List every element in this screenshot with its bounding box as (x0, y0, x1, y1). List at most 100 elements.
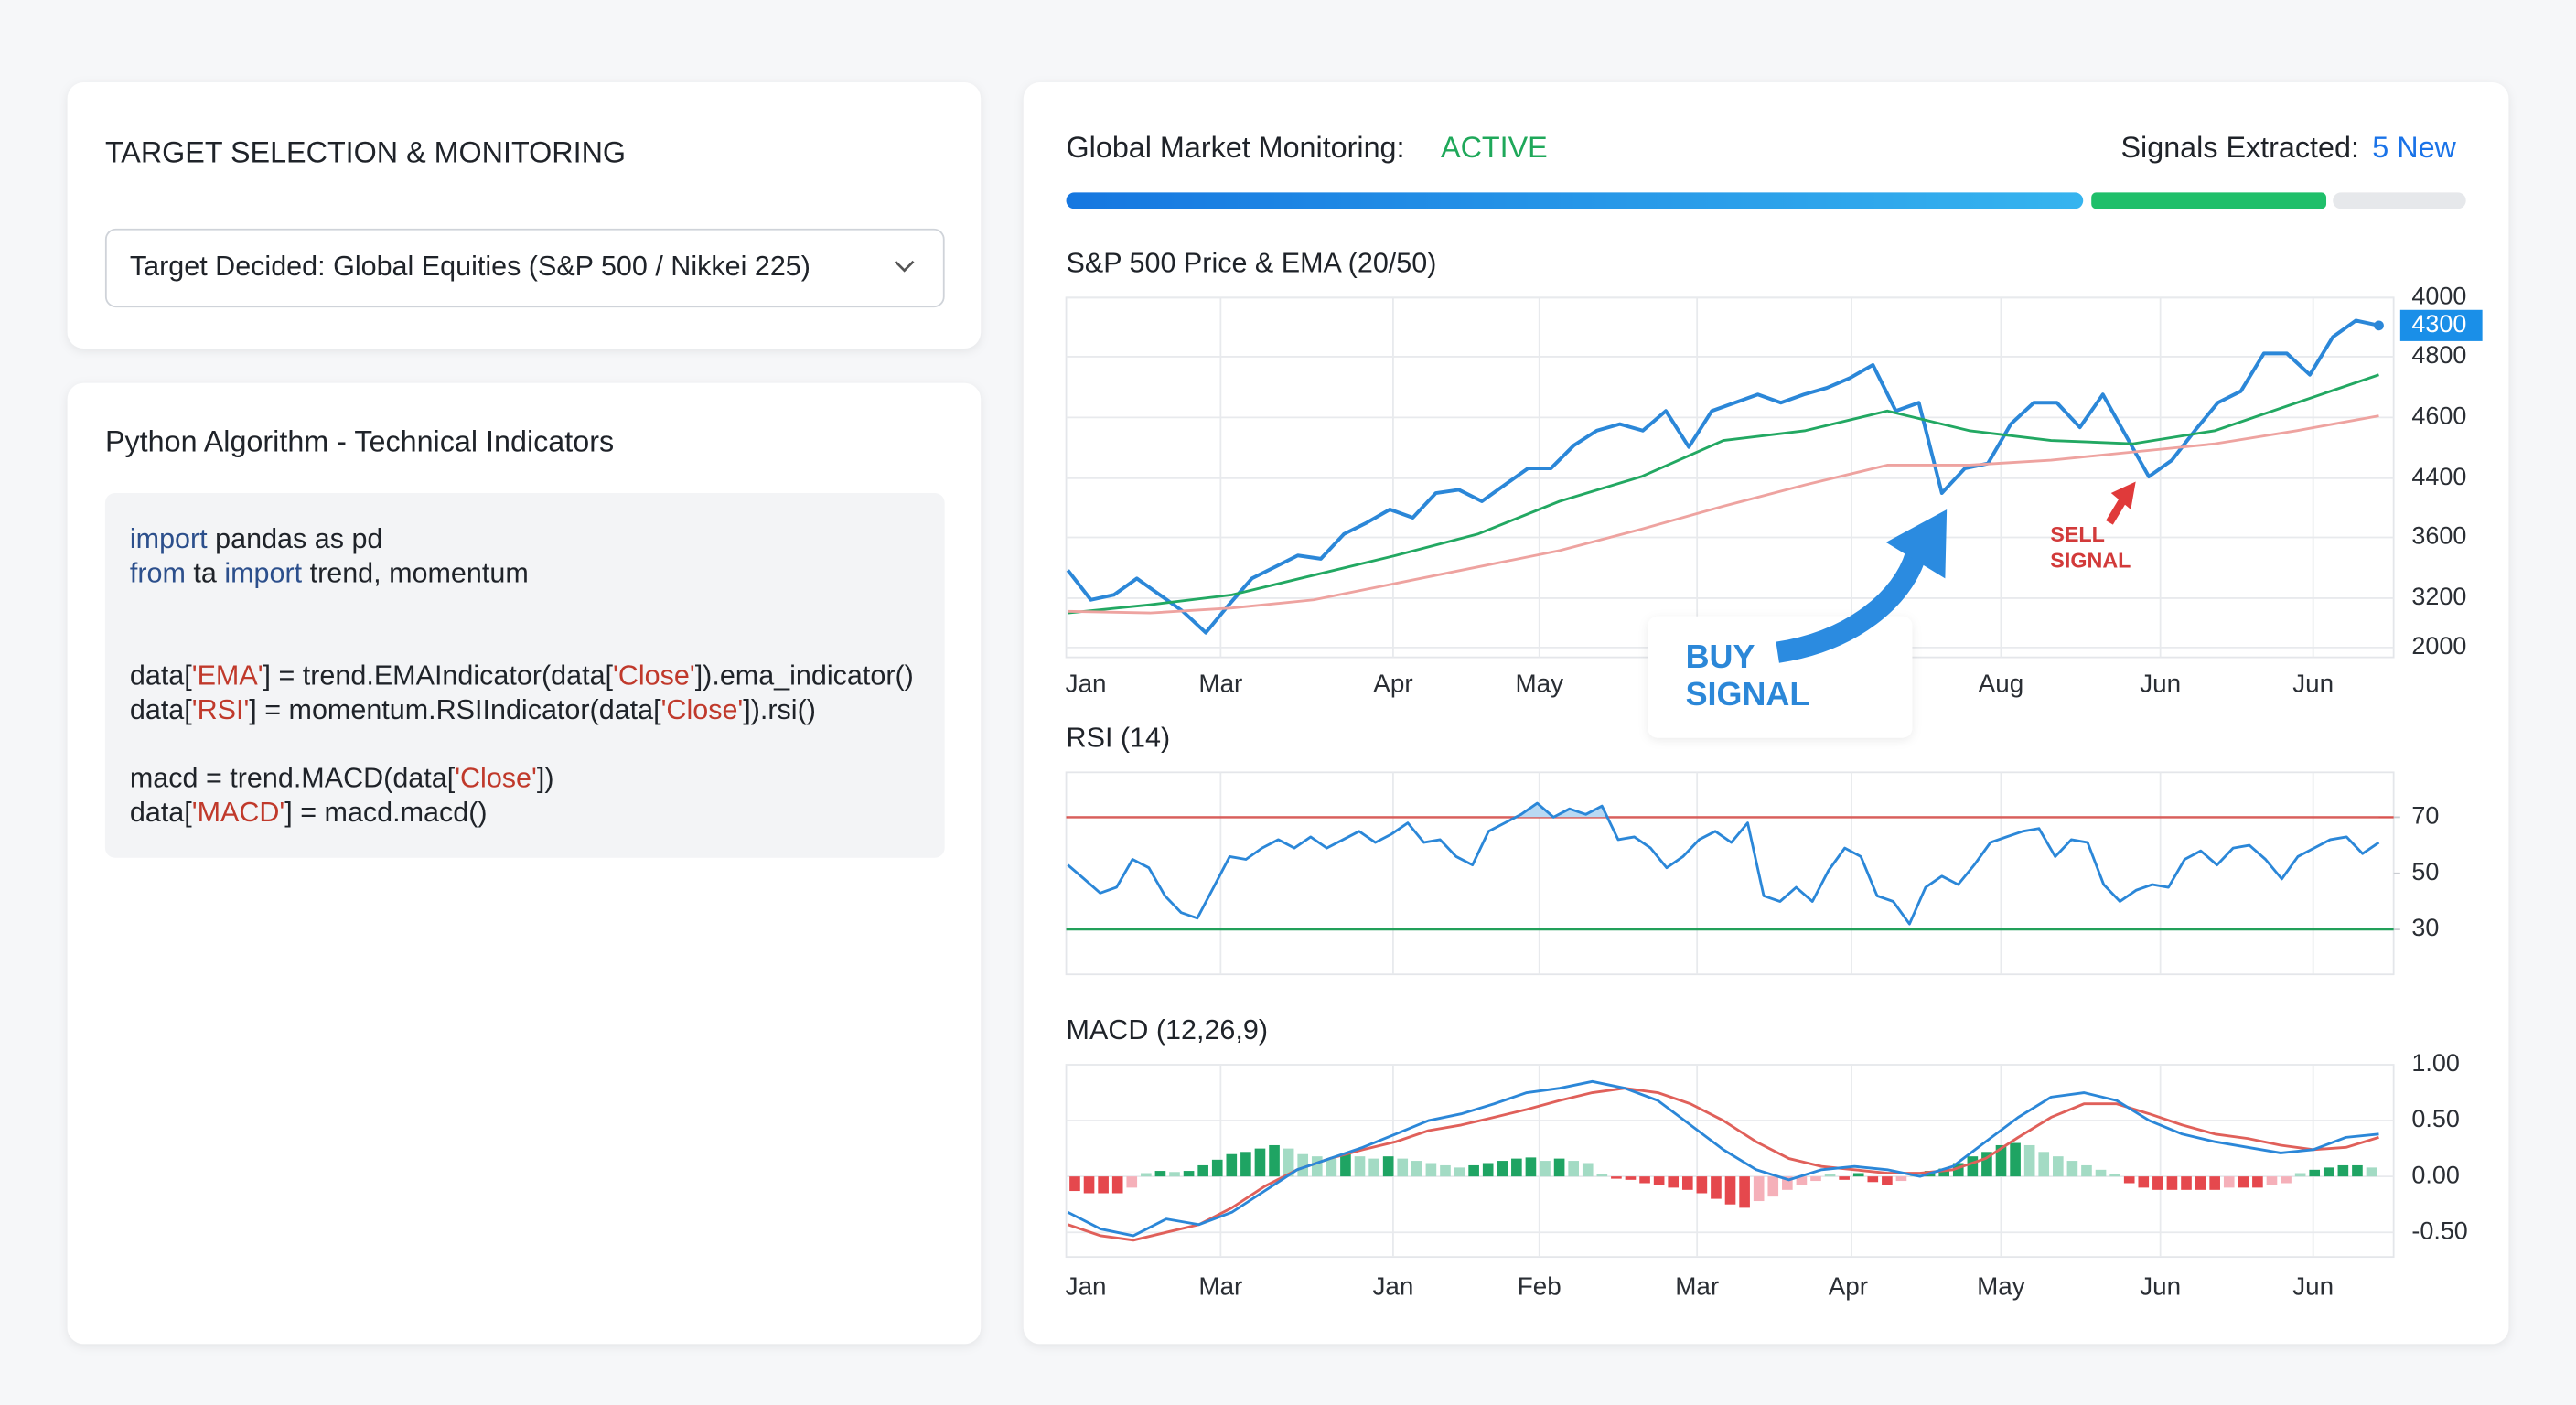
code-token: ]).ema_indicator() (695, 660, 914, 692)
code-token: 'RSI' (192, 694, 250, 725)
histogram-bar (2181, 1176, 2192, 1190)
histogram-bar (2366, 1167, 2377, 1177)
histogram-bar (1810, 1176, 1821, 1182)
code-token: ta (186, 558, 224, 589)
x-tick-label: Apr (1829, 1272, 1868, 1301)
histogram-bar (2109, 1174, 2120, 1177)
x-tick-label: Jan (1066, 1272, 1107, 1301)
chart-title: RSI (14) (1067, 722, 1171, 753)
histogram-bar (1183, 1171, 1195, 1177)
histogram-bar (2209, 1176, 2220, 1190)
code-token: ]).rsi() (743, 694, 816, 725)
x-tick-label: Jun (2292, 1272, 2334, 1301)
sell-label: SELL (2050, 522, 2105, 546)
code-token: 'MACD' (192, 797, 285, 828)
histogram-bar (2294, 1173, 2306, 1177)
histogram-bar (1625, 1176, 1637, 1180)
sell-arrow (2106, 481, 2136, 525)
code-line: import pandas as pd (130, 523, 383, 554)
histogram-bar (2095, 1169, 2107, 1177)
y-tick-label: 2000 (2411, 632, 2466, 660)
code-token: 'Close' (613, 660, 695, 692)
histogram-bar (1938, 1168, 1950, 1177)
histogram-bar (1141, 1173, 1152, 1177)
x-tick-label: Jun (2140, 670, 2181, 698)
code-token: data[ (130, 797, 192, 828)
histogram-bar (2066, 1161, 2078, 1177)
code-token: import (224, 558, 302, 589)
histogram-bar (1553, 1158, 1565, 1177)
histogram-bar (2053, 1156, 2064, 1177)
histogram-bar (2195, 1176, 2206, 1190)
dropdown-value[interactable]: Target Decided: Global Equities (S&P 500… (130, 251, 810, 282)
progress-segment (2333, 192, 2466, 209)
histogram-bar (2238, 1176, 2249, 1188)
histogram-bar (2352, 1164, 2363, 1177)
code: import pandas as pd from ta import trend,… (130, 523, 914, 828)
y-tick-label: 0.50 (2411, 1105, 2459, 1132)
code-line: data['MACD'] = macd.macd() (130, 797, 488, 828)
code-token: pandas as pd (208, 523, 383, 554)
histogram-bar (1782, 1176, 1793, 1190)
x-tick-label: Jan (1373, 1272, 1414, 1301)
y-tick-label: 30 (2411, 914, 2439, 941)
code-token: import (130, 523, 208, 554)
code-token: ] = trend.EMAIndicator(data[ (263, 660, 614, 692)
histogram-bar (2152, 1176, 2163, 1190)
code-line: data['RSI'] = momentum.RSIIndicator(data… (130, 694, 816, 725)
histogram-bar (1739, 1176, 1750, 1208)
card-title: Python Algorithm - Technical Indicators (105, 425, 614, 458)
histogram-bar (1126, 1176, 1138, 1188)
price-badge-label: 4300 (2411, 310, 2466, 338)
code-token: from (130, 558, 186, 589)
dropdown[interactable] (104, 228, 945, 308)
y-tick-label: 70 (2411, 802, 2439, 830)
histogram-bar (1696, 1176, 1708, 1194)
code-token: 'EMA' (192, 660, 263, 692)
signals-count: 5 New (2372, 131, 2456, 164)
histogram-bar (1197, 1164, 1208, 1177)
sell-label: SIGNAL (2050, 549, 2131, 573)
histogram-bar (1582, 1163, 1594, 1177)
histogram-bar (2309, 1169, 2321, 1177)
x-tick-label: Mar (1675, 1272, 1719, 1301)
histogram-bar (1098, 1176, 1109, 1194)
histogram-bar (1297, 1153, 1309, 1177)
x-tick-label: Mar (1198, 670, 1242, 698)
code-box (104, 493, 945, 858)
histogram-bar (1468, 1164, 1479, 1177)
histogram-bar (1382, 1156, 1394, 1177)
histogram-bar (1995, 1144, 2007, 1177)
y-tick-label: 0.00 (2411, 1161, 2459, 1188)
histogram-bar (2081, 1164, 2092, 1177)
x-tick-label: Jan (1066, 670, 1107, 698)
code-token: trend, momentum (302, 558, 529, 589)
histogram-bar (2337, 1164, 2349, 1177)
histogram-bar (1482, 1163, 1494, 1177)
code-line: from ta import trend, momentum (130, 558, 529, 589)
code-token: ] = momentum.RSIIndicator(data[ (249, 694, 661, 725)
code-token: 'Close' (455, 763, 537, 794)
histogram-bar (2038, 1152, 2050, 1177)
signals-label: Signals Extracted: (2121, 131, 2359, 164)
x-tick-label: Apr (1373, 670, 1412, 698)
histogram-bar (1711, 1176, 1722, 1199)
histogram-bar (1724, 1176, 1736, 1205)
buy-label: BUY (1686, 638, 1755, 675)
chart-title: S&P 500 Price & EMA (20/50) (1067, 247, 1437, 278)
histogram-bar (1867, 1176, 1879, 1183)
card-title: TARGET SELECTION & MONITORING (105, 136, 626, 169)
code-token: data[ (130, 694, 192, 725)
histogram-bar (1839, 1176, 1850, 1180)
histogram-bar (1240, 1152, 1251, 1177)
histogram-bar (1226, 1153, 1238, 1177)
y-tick-label: 4000 (2411, 282, 2466, 309)
charts: S&P 500 Price & EMA (20/50) 4000 4800 4600 4… (1065, 247, 2483, 1301)
price-badge (2399, 309, 2483, 341)
histogram-bar (1568, 1161, 1579, 1177)
y-tick-label: 50 (2411, 858, 2439, 885)
histogram-bar (1397, 1158, 1409, 1177)
y-tick-label: 3600 (2411, 522, 2466, 550)
histogram-bar (1269, 1144, 1280, 1177)
histogram-bar (1796, 1176, 1808, 1185)
